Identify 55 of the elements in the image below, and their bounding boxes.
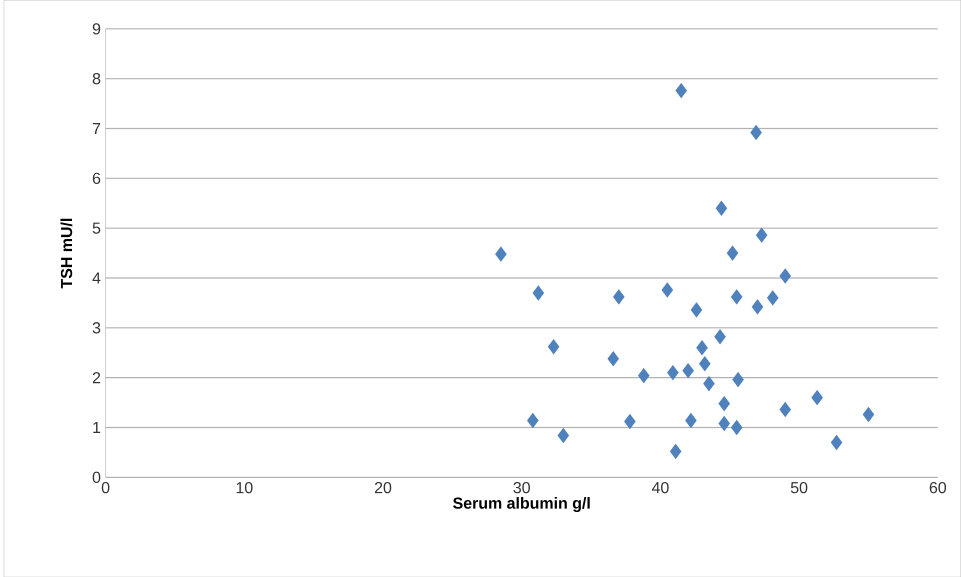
y-tick-label: 7 [92, 122, 100, 134]
x-tick-label: 10 [236, 482, 253, 494]
point [558, 428, 570, 443]
point [767, 290, 778, 306]
point [667, 364, 679, 380]
point [752, 299, 764, 314]
point [732, 372, 744, 388]
point [703, 376, 715, 392]
point [685, 412, 697, 428]
x-tick-label: 20 [374, 482, 392, 494]
point [675, 82, 687, 98]
point [779, 402, 791, 417]
point [811, 390, 823, 406]
point [696, 340, 708, 356]
y-tick-label: 6 [92, 172, 100, 184]
x-axis-title: Serum albumin g/l [453, 496, 590, 512]
x-tick-label: 60 [930, 482, 946, 494]
point [718, 416, 730, 431]
point [532, 285, 544, 300]
point [714, 329, 726, 344]
point [613, 289, 625, 304]
point [624, 414, 636, 429]
point [726, 245, 738, 261]
point [495, 246, 507, 262]
point [779, 268, 791, 284]
point [638, 368, 650, 384]
point [527, 412, 539, 428]
point [548, 339, 560, 354]
point [862, 406, 874, 422]
x-tick-label: 40 [652, 482, 669, 494]
point [690, 302, 702, 318]
point [670, 444, 682, 459]
point [662, 282, 674, 298]
y-tick-label: 2 [92, 372, 100, 384]
point [682, 362, 694, 378]
y-tick-label: 3 [92, 322, 100, 334]
x-tick-label: 30 [513, 482, 530, 494]
y-tick-label: 4 [92, 272, 100, 284]
x-tick-label: 50 [790, 482, 808, 494]
point [750, 124, 762, 140]
point [830, 434, 842, 450]
y-tick-label: 9 [92, 23, 100, 34]
y-tick-label: 0 [92, 472, 100, 483]
y-tick-label: 5 [92, 222, 100, 234]
point [730, 420, 742, 435]
point [756, 227, 768, 243]
point [699, 356, 711, 372]
y-tick-label: 8 [92, 72, 100, 84]
point [608, 351, 619, 366]
x-tick-label: 0 [102, 482, 110, 494]
y-tick-label: 1 [93, 422, 100, 433]
point [730, 289, 742, 304]
point [718, 396, 730, 412]
y-axis-title: TSH mU/l [60, 218, 72, 288]
point [716, 200, 728, 216]
